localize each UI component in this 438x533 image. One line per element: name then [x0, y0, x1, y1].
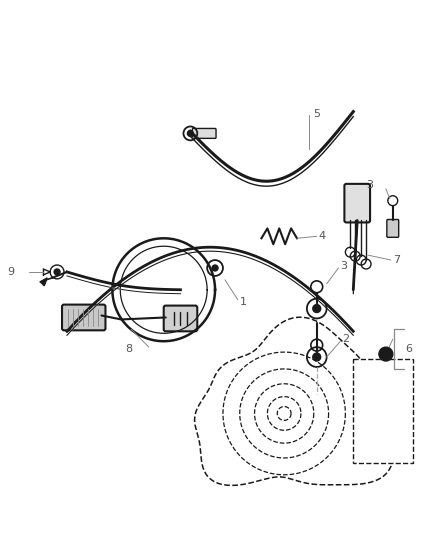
FancyBboxPatch shape — [387, 220, 399, 237]
Circle shape — [313, 304, 321, 312]
Circle shape — [54, 269, 60, 275]
Text: 5: 5 — [313, 109, 320, 119]
Text: 3: 3 — [366, 180, 373, 190]
FancyBboxPatch shape — [164, 305, 197, 332]
Text: 7: 7 — [393, 255, 400, 265]
Text: 6: 6 — [406, 344, 413, 354]
Text: 4: 4 — [319, 231, 326, 241]
Circle shape — [212, 265, 218, 271]
Polygon shape — [40, 278, 47, 286]
Text: 3: 3 — [340, 261, 347, 271]
FancyBboxPatch shape — [62, 304, 106, 330]
Polygon shape — [353, 359, 413, 463]
Text: 8: 8 — [126, 344, 133, 354]
Text: 9: 9 — [8, 267, 15, 277]
Circle shape — [187, 131, 193, 136]
Text: 2: 2 — [343, 334, 350, 344]
Circle shape — [313, 353, 321, 361]
FancyBboxPatch shape — [344, 184, 370, 222]
Circle shape — [379, 347, 393, 361]
FancyBboxPatch shape — [192, 128, 216, 139]
Text: 1: 1 — [240, 297, 247, 306]
